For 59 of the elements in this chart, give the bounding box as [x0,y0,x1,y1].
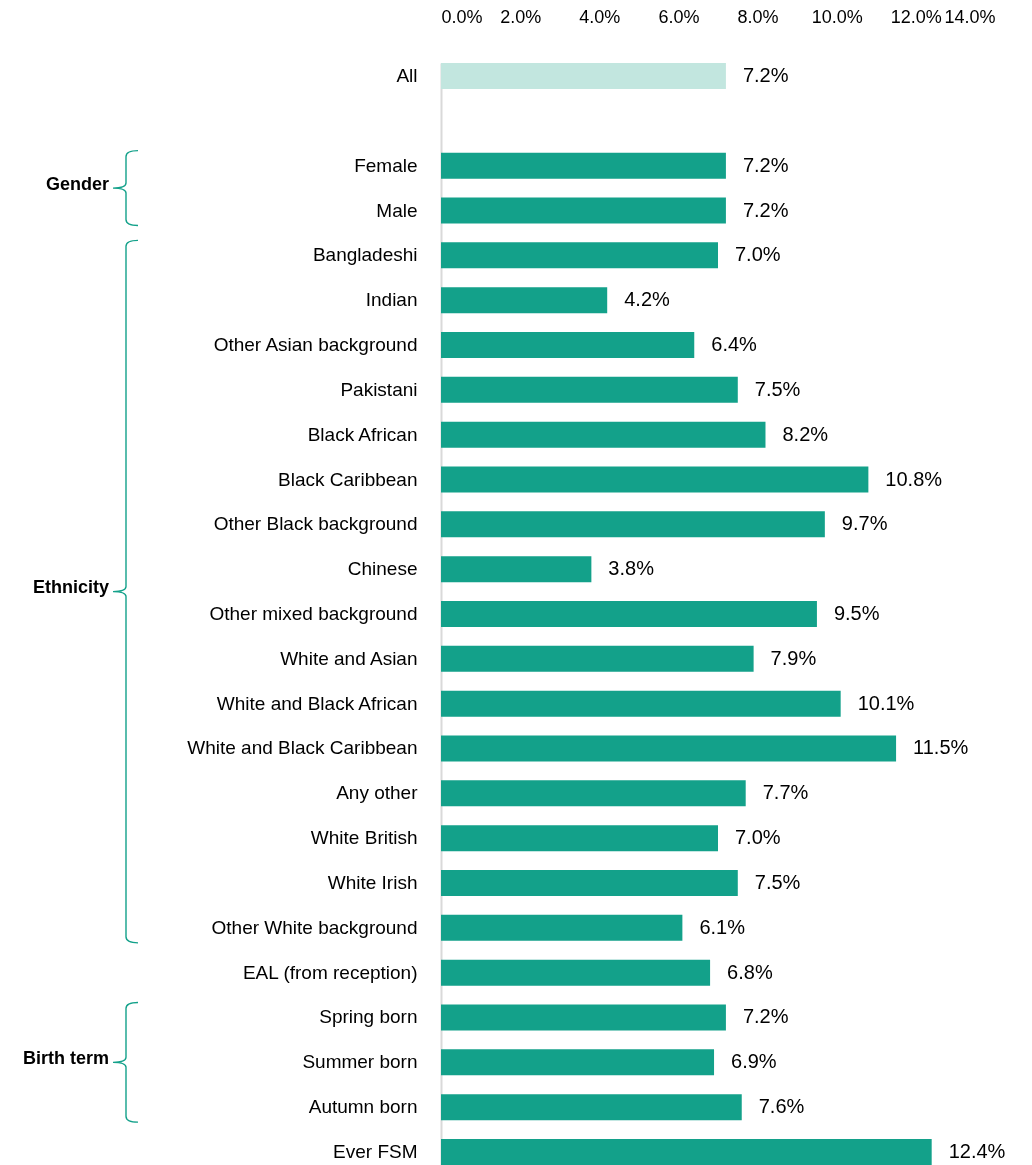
y-tick-label: White British [310,827,418,849]
x-tick-label: 12.0% [890,6,942,27]
data-label: 10.8% [885,467,943,490]
text: Ethnicity [32,577,109,598]
data-label: 7.6% [758,1095,805,1118]
data-label: 7.0% [735,243,781,266]
y-tick-label: Other White background [211,916,418,938]
data-label: 7.0% [735,826,781,849]
data-label: 7.2% [742,64,789,86]
data-label: 3.8% [608,557,655,580]
text: Gender [45,173,109,194]
y-tick-label: Pakistani [340,378,418,400]
text: Birth term [22,1048,109,1069]
y-tick-label: Bangladeshi [312,244,418,266]
y-tick-label: Black African [307,423,418,445]
y-tick-label: EAL (from reception) [242,961,418,983]
x-tick-label: 4.0% [579,6,621,27]
y-tick-label: Ever FSM [333,1141,418,1162]
y-tick-label: Chinese [347,558,418,580]
data-label: 7.9% [770,646,817,669]
data-label: 7.5% [754,871,801,893]
data-label: 7.5% [754,377,801,400]
x-tick-label: 10.0% [811,6,863,27]
y-tick-label: Other mixed background [209,603,418,624]
y-tick-label: Summer born [302,1051,418,1073]
data-label: 11.5% [913,736,969,759]
x-tick-label: 0.0% [441,6,483,27]
data-label: 7.2% [742,153,789,176]
y-tick-label: White and Asian [280,647,418,669]
data-label: 4.2% [624,288,670,311]
y-tick-label: White Irish [327,872,418,893]
data-label: 7.7% [762,781,809,804]
y-tick-label: All [396,65,418,86]
x-tick-label: 6.0% [658,6,700,27]
y-tick-label: Female [354,154,418,176]
data-label: 9.5% [833,602,880,624]
data-label: 10.1% [857,691,915,714]
data-label: 8.2% [782,422,829,445]
y-tick-label: Spring born [319,1006,418,1028]
y-tick-label: White and Black Caribbean [187,737,418,759]
data-label: 6.1% [699,915,746,938]
y-tick-label: Other Black background [213,513,418,535]
data-label: 7.2% [742,198,789,221]
data-label: 7.2% [742,1005,789,1028]
y-tick-label: White and Black African [216,692,418,714]
y-tick-label: Black Caribbean [278,468,418,490]
x-tick-label: 14.0% [944,6,996,27]
data-label: 6.4% [711,333,758,355]
x-tick-label: 8.0% [737,6,779,27]
y-tick-label: Autumn born [308,1096,418,1118]
x-tick-label: 2.0% [500,6,542,27]
y-tick-label: Male [376,199,418,221]
data-label: 6.8% [727,960,773,983]
y-tick-label: Any other [336,782,419,804]
y-tick-label: Indian [365,289,418,311]
y-tick-label: Other Asian background [213,334,418,355]
data-label: 6.9% [731,1050,777,1073]
data-label: 9.7% [841,512,888,535]
data-label: 12.4% [948,1140,1006,1162]
